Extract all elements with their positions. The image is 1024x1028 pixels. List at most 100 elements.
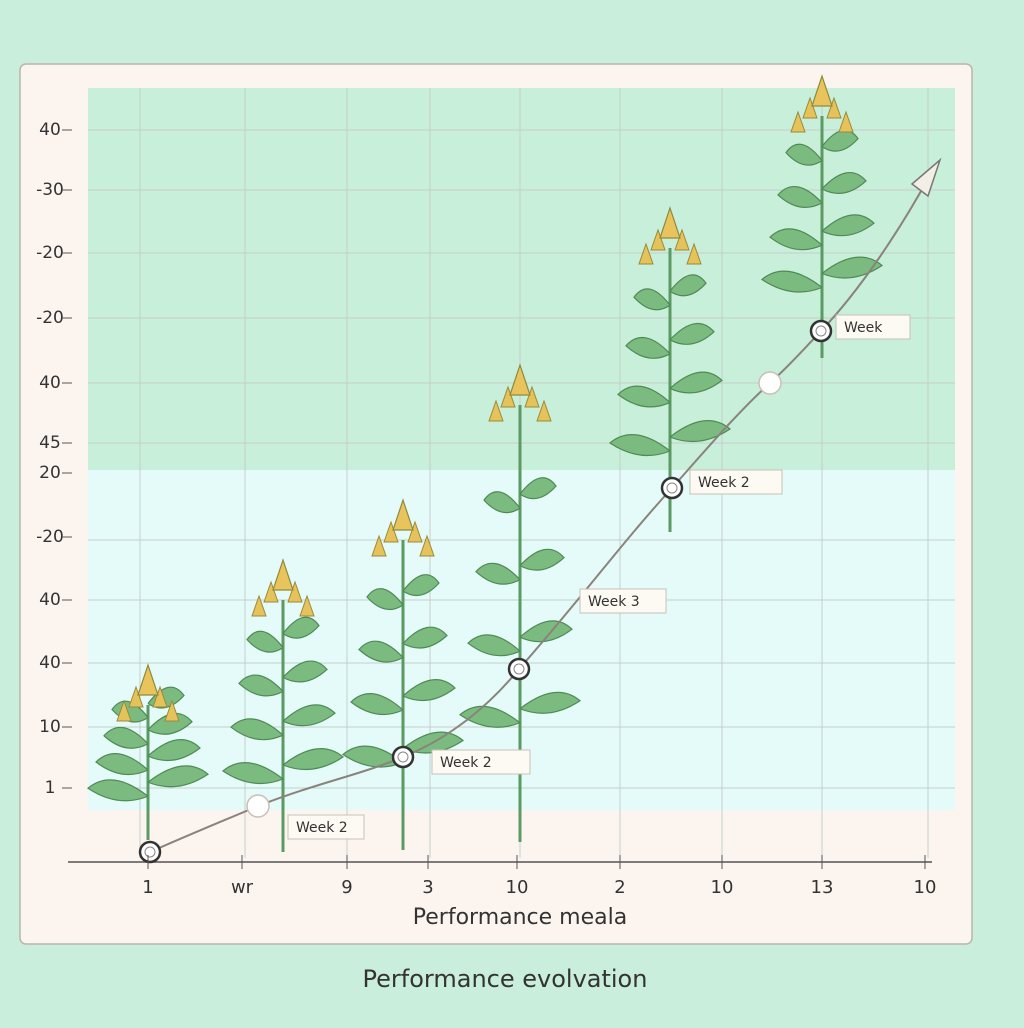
leaf xyxy=(147,739,201,762)
callout-box xyxy=(287,814,365,840)
flower xyxy=(419,534,435,557)
axis-title: Performance meala xyxy=(413,905,627,930)
y-tick-label: 40 xyxy=(39,120,61,140)
leaf xyxy=(617,385,671,408)
plant xyxy=(458,363,582,842)
leaf xyxy=(350,693,404,716)
x-tick-label: 3 xyxy=(422,877,433,898)
leaf xyxy=(282,704,336,727)
flower xyxy=(790,110,806,133)
leaf xyxy=(519,548,565,571)
point-core xyxy=(144,846,156,858)
flower xyxy=(164,699,180,722)
y-tick-label: 40 xyxy=(39,653,61,673)
leaf xyxy=(282,660,328,683)
leaf xyxy=(821,129,859,152)
leaf xyxy=(821,256,884,279)
leaf xyxy=(821,214,875,237)
plant xyxy=(341,498,465,850)
x-tick-label: 10 xyxy=(711,877,734,898)
y-tick-label: 1 xyxy=(45,778,56,798)
leaf xyxy=(103,726,149,749)
leaf xyxy=(282,748,345,771)
point-core xyxy=(815,325,827,337)
flower xyxy=(128,685,144,708)
point-core xyxy=(513,663,525,675)
y-tick-label: -20 xyxy=(36,243,64,263)
points: Week 2 Week 2 Week 3 Week 2 Week xyxy=(138,314,911,864)
flower xyxy=(674,228,690,251)
leaf xyxy=(402,574,440,597)
flower xyxy=(116,699,132,722)
leaf xyxy=(467,634,521,657)
flower xyxy=(536,399,552,422)
flower xyxy=(686,242,702,265)
callout-label: Week 3 xyxy=(588,594,640,610)
y-tick-label: -30 xyxy=(36,180,64,200)
y-tick-label: -20 xyxy=(36,527,64,547)
flower xyxy=(152,685,168,708)
flower xyxy=(287,580,303,603)
leaf xyxy=(86,779,149,802)
point-core xyxy=(666,482,678,494)
plant xyxy=(608,206,732,532)
flower xyxy=(838,110,854,133)
leaf xyxy=(821,172,867,194)
leaf xyxy=(230,718,284,741)
plants xyxy=(86,74,884,852)
bud xyxy=(272,558,294,591)
x-tick-label: 1 xyxy=(142,877,153,898)
leaf xyxy=(402,626,448,649)
leaf xyxy=(95,753,149,776)
leaf xyxy=(608,434,671,457)
leaf xyxy=(785,143,823,166)
bud xyxy=(659,206,681,239)
flower xyxy=(263,580,279,603)
caption: Performance evolvation xyxy=(363,965,648,993)
leaf xyxy=(475,562,521,585)
arrow-head xyxy=(910,157,942,198)
y-tick-label: -20 xyxy=(36,308,64,328)
flower xyxy=(371,534,387,557)
callout-label: Week 2 xyxy=(440,755,492,771)
flower xyxy=(299,594,315,617)
callout-label: Week 2 xyxy=(296,820,348,836)
flower xyxy=(524,385,540,408)
flower xyxy=(638,242,654,265)
leaf xyxy=(669,322,715,345)
callout-box xyxy=(689,469,783,495)
leaf xyxy=(669,371,723,394)
leaf xyxy=(246,630,284,653)
leaf xyxy=(147,765,210,788)
y-tick-label: 20 xyxy=(39,463,61,483)
x-tick-label: 2 xyxy=(614,877,625,898)
leaf xyxy=(238,674,284,697)
x-tick-label: wr xyxy=(231,877,254,898)
y-tick-label: 40 xyxy=(39,373,61,393)
callout-box xyxy=(835,314,911,340)
flower xyxy=(826,96,842,119)
callout-box xyxy=(579,588,667,614)
point xyxy=(758,371,782,395)
y-tick-label: 45 xyxy=(39,433,61,453)
flower xyxy=(251,594,267,617)
x-tick-label: 10 xyxy=(506,877,529,898)
point-core xyxy=(397,751,409,763)
leaf xyxy=(669,274,707,297)
leaf xyxy=(777,186,823,208)
x-tick-label: 10 xyxy=(914,877,937,898)
leaf xyxy=(402,679,456,702)
flower xyxy=(802,96,818,119)
leaf xyxy=(221,762,284,785)
leaf xyxy=(483,491,521,514)
leaf xyxy=(519,691,582,714)
leaf xyxy=(669,420,732,443)
leaf xyxy=(458,705,521,728)
leaf xyxy=(282,616,320,639)
leaf xyxy=(633,288,671,311)
flower xyxy=(500,385,516,408)
leaf xyxy=(760,270,823,293)
callout-label: Week 2 xyxy=(698,475,750,491)
